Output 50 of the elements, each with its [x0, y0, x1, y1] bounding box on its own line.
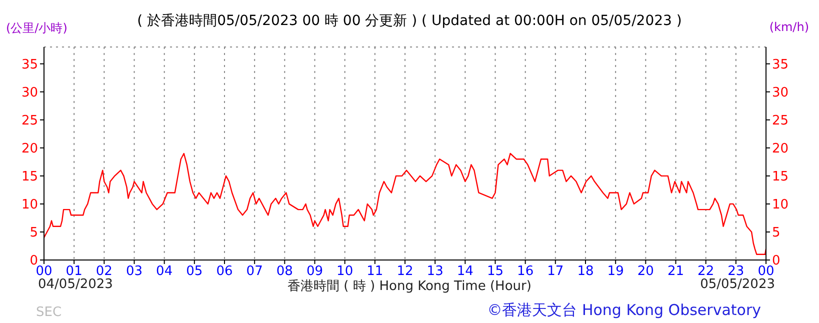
x-tick-label: 05 [186, 264, 203, 280]
x-tick-label: 08 [276, 264, 293, 280]
text: 05/05/2023 [700, 277, 775, 292]
x-tick-label: 16 [517, 264, 534, 280]
line-series [44, 152, 766, 255]
x-tick-label: 22 [698, 264, 714, 280]
x-tick-label: 01 [66, 264, 82, 280]
x-tick-label: 00 [36, 264, 52, 280]
x-tick-label: 14 [456, 264, 474, 280]
y2-tick-label: 20 [772, 142, 789, 157]
x-tick-label: 17 [547, 264, 564, 280]
y-tick-label: 0 [30, 254, 38, 269]
y-tick-label: 5 [30, 226, 38, 241]
x-tick-label: 13 [426, 264, 444, 280]
text: 04/05/2023 [38, 277, 113, 292]
y-tick-label: 30 [21, 85, 38, 100]
y2-tick-label: 30 [772, 85, 789, 100]
y-tick-label: 35 [21, 57, 38, 72]
x-tick-label: 23 [728, 264, 744, 280]
x-tick-label: 02 [96, 264, 112, 280]
x-tick-label: 00 [758, 264, 774, 280]
y-tick-label: 25 [21, 113, 38, 128]
x-tick-label: 04 [156, 264, 173, 280]
y2-tick-label: 10 [772, 198, 789, 213]
y2-tick-label: 0 [772, 254, 780, 269]
x-tick-label: 07 [246, 264, 263, 280]
x-axis-title: 香港時間 ( 時 ) Hong Kong Time (Hour) [288, 279, 532, 294]
y-axis-title: (公里/小時) [6, 20, 68, 37]
y-tick-label: 20 [21, 142, 38, 157]
y2-tick-label: 5 [772, 226, 780, 241]
x-tick-label: 12 [396, 264, 414, 280]
x-tick-label: 03 [126, 264, 143, 280]
x-tick-label: 06 [216, 264, 233, 280]
x-tick-label: 15 [486, 264, 504, 280]
y2-tick-label: 15 [772, 170, 789, 185]
x-tick-label: 10 [336, 264, 354, 280]
x-tick-label: 18 [577, 264, 594, 280]
x-tick-label: 21 [667, 264, 684, 280]
x-tick-label: 09 [306, 264, 324, 280]
x-tick-label: 19 [607, 264, 624, 280]
y-tick-label: 10 [21, 198, 38, 213]
y2-tick-label: 35 [772, 57, 789, 72]
y2-axis-title: (km/h) [769, 20, 809, 34]
x-tick-label: 20 [637, 264, 654, 280]
text: SEC [36, 305, 62, 320]
x-tick-label: 11 [366, 264, 384, 280]
text: ©香港天文台 Hong Kong Observatory [487, 301, 761, 320]
y-tick-label: 15 [21, 170, 38, 185]
y2-tick-label: 25 [772, 113, 789, 128]
chart-title: ( 於香港時間05/05/2023 00 時 00 分更新 ) ( Updated at 00:00H on 05/05/2023 ) [137, 13, 682, 29]
